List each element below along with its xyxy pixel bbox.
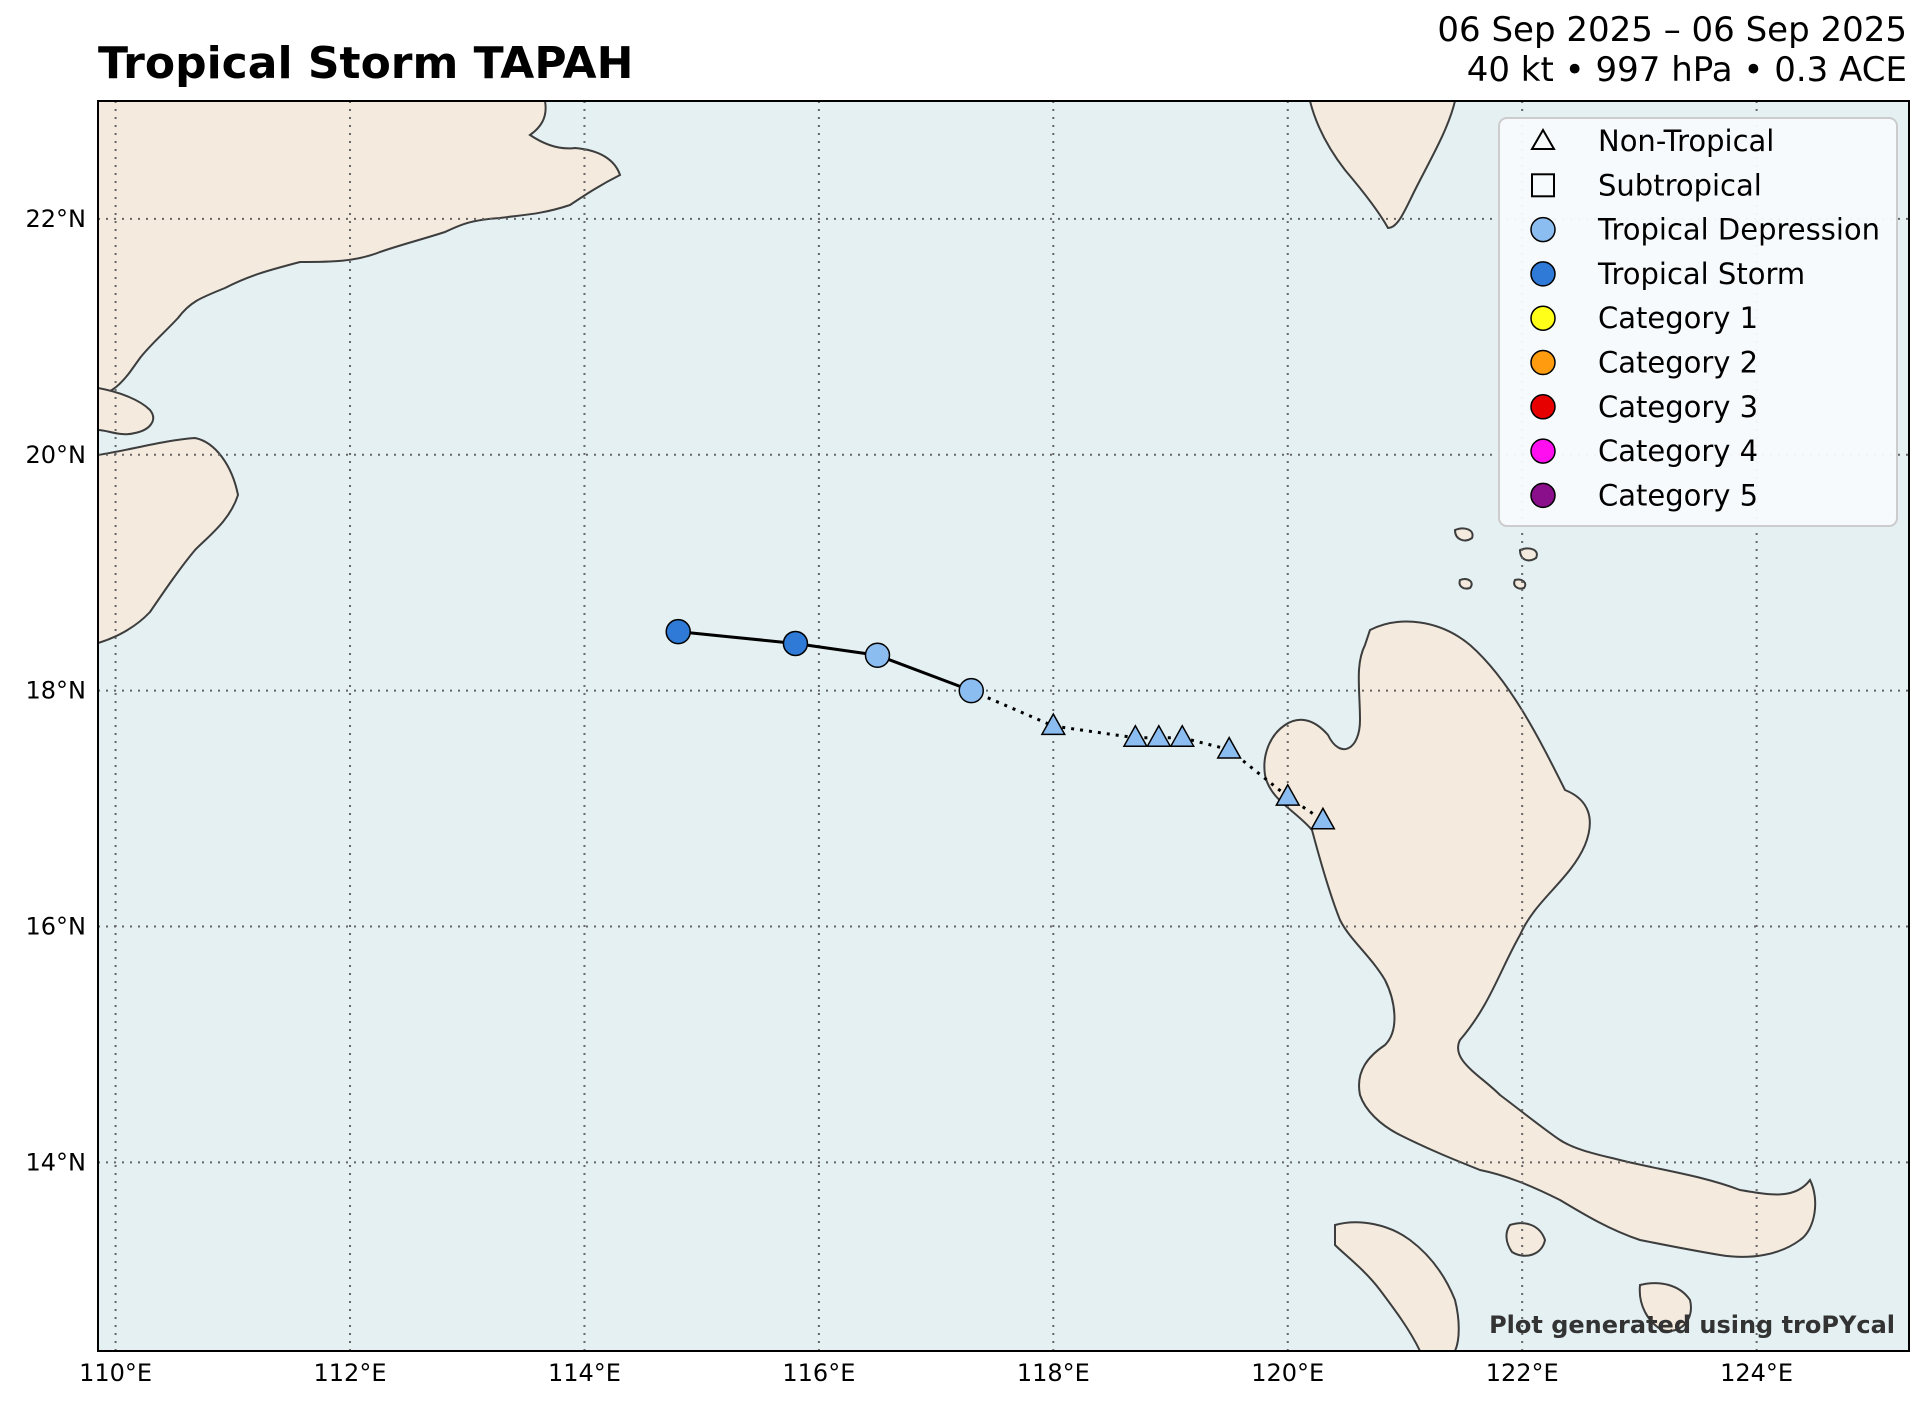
legend-marker-circle [1530,394,1556,420]
track-segment [795,641,878,657]
land-leizhou-peninsula [98,386,155,436]
legend-label: Tropical Depression [1597,213,1880,247]
lon-tick-label: 116°E [782,1359,855,1387]
legend-marker-circle [1530,216,1556,243]
legend-marker-triangle [1530,128,1556,150]
land-marinduque [1505,1222,1547,1257]
legend-marker-circle [1530,438,1556,464]
lon-tick-label: 118°E [1017,1359,1090,1387]
date-range: 06 Sep 2025 – 06 Sep 2025 [1437,10,1907,50]
track-point-triangle [1146,724,1172,747]
legend-marker-circle [1530,482,1556,509]
legend-marker-circle [1530,305,1556,331]
track-point-triangle [1169,724,1195,747]
axis-tick-labels: 110°E 112°E 114°E 116°E 118°E 120°E 122°E 124°E… [26,205,1794,1387]
land-layer [98,101,1817,1351]
lon-tick-label: 110°E [79,1359,152,1387]
legend-label: Category 1 [1598,301,1758,335]
lat-tick-label: 18°N [26,677,87,705]
land-masbate [1638,1282,1692,1332]
legend-box [1498,117,1898,527]
track-point-circle [665,618,691,645]
legend-label: Category 5 [1598,478,1758,512]
track-point-triangle [1122,724,1149,747]
lon-tick-label: 114°E [548,1359,621,1387]
legend-marker-square [1531,173,1555,198]
land-south-china-coast [98,101,622,396]
lon-tick-label: 120°E [1251,1359,1324,1387]
storm-stats: 40 kt • 997 hPa • 0.3 ACE [1466,50,1907,90]
lat-tick-label: 22°N [26,205,87,233]
land-taiwan [1308,101,1457,230]
track-point-circle [782,630,809,657]
legend: Non-Tropical Subtropical Tropical Depressi… [1498,117,1898,527]
track-point-triangle [1216,736,1242,759]
track-segment [876,653,972,693]
track-line [678,630,1324,822]
lon-tick-label: 112°E [314,1359,387,1387]
track-segment [678,630,796,645]
lon-tick-label: 124°E [1720,1359,1793,1387]
track-markers [665,618,1336,830]
land-babuyan-islands [1453,527,1538,590]
credit-text: Plot generated using troPYcal [1489,1311,1895,1339]
plot-frame [97,100,1910,1352]
track-point-circle [864,642,891,668]
track-segment [1228,748,1289,798]
page-title: Tropical Storm TAPAH [98,38,634,89]
legend-label: Non-Tropical [1598,124,1774,158]
legend-label: Subtropical [1598,168,1762,202]
legend-label: Category 2 [1598,346,1758,380]
land-mindoro [1334,1221,1460,1351]
track-point-triangle [1040,712,1066,736]
lat-tick-label: 14°N [26,1148,87,1176]
lat-tick-label: 16°N [26,912,87,940]
lon-tick-label: 122°E [1486,1359,1559,1387]
legend-marker-circle [1530,349,1556,376]
track-point-triangle [1275,783,1301,806]
track-segment [970,689,1054,728]
legend-label: Category 4 [1598,434,1758,468]
track-point-circle [958,677,985,704]
land-hainan-island [98,436,240,645]
legend-label: Tropical Storm [1597,257,1805,291]
legend-label: Category 3 [1598,390,1758,424]
track-point-triangle [1310,806,1336,830]
land-luzon [1263,620,1817,1258]
lat-tick-label: 20°N [26,441,87,469]
legend-marker-circle [1530,261,1556,287]
